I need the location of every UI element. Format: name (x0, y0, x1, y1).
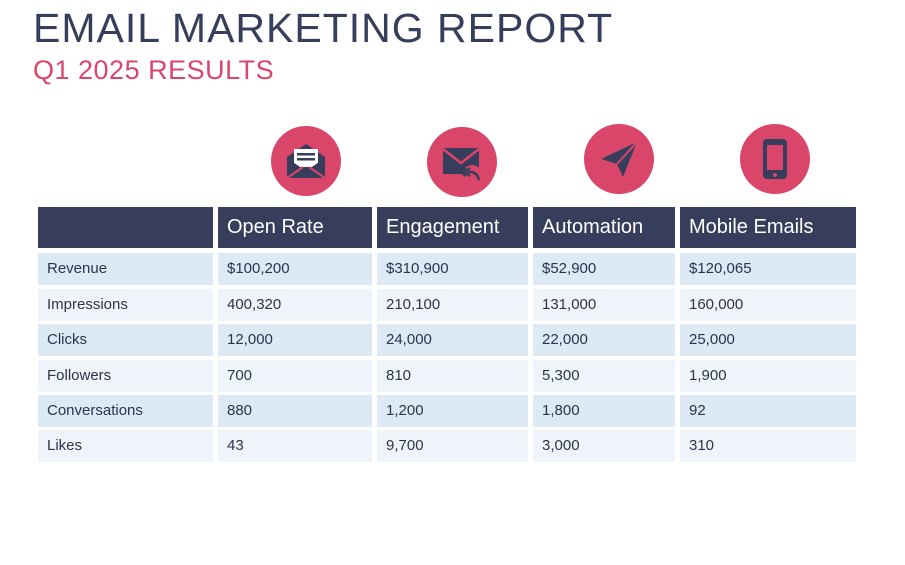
row-label: Impressions (38, 289, 213, 321)
row-label: Conversations (38, 395, 213, 427)
page-title: EMAIL MARKETING REPORT (33, 5, 614, 51)
table-cell: 25,000 (680, 324, 856, 356)
table-cell: 400,320 (218, 289, 372, 321)
table-cell: 131,000 (533, 289, 675, 321)
table-cell: 5,300 (533, 360, 675, 392)
table-cell: 1,900 (680, 360, 856, 392)
table-cell: 3,000 (533, 430, 675, 462)
header-open-rate: Open Rate (218, 207, 372, 248)
table-cell: 1,200 (377, 395, 528, 427)
table-cell: 310 (680, 430, 856, 462)
table-cell: 24,000 (377, 324, 528, 356)
table-cell: 160,000 (680, 289, 856, 321)
table-cell: 1,800 (533, 395, 675, 427)
table-cell: 92 (680, 395, 856, 427)
header-mobile-emails: Mobile Emails (680, 207, 856, 248)
row-label: Clicks (38, 324, 213, 356)
paper-plane-icon (584, 124, 654, 194)
table-cell: 22,000 (533, 324, 675, 356)
table-cell: 700 (218, 360, 372, 392)
row-label: Revenue (38, 253, 213, 285)
table-cell: 43 (218, 430, 372, 462)
header-automation: Automation (533, 207, 675, 248)
row-label: Followers (38, 360, 213, 392)
table-cell: 9,700 (377, 430, 528, 462)
page-subtitle: Q1 2025 RESULTS (33, 55, 275, 85)
table-cell: 210,100 (377, 289, 528, 321)
table-cell: $120,065 (680, 253, 856, 285)
table-cell: 12,000 (218, 324, 372, 356)
open-envelope-icon (271, 126, 341, 196)
table-cell: $310,900 (377, 253, 528, 285)
row-label: Likes (38, 430, 213, 462)
mobile-phone-icon (740, 124, 810, 194)
table-cell: 880 (218, 395, 372, 427)
table-cell: $100,200 (218, 253, 372, 285)
header-cell-empty (38, 207, 213, 248)
header-engagement: Engagement (377, 207, 528, 248)
reply-envelope-icon (427, 127, 497, 197)
table-cell: 810 (377, 360, 528, 392)
table-cell: $52,900 (533, 253, 675, 285)
